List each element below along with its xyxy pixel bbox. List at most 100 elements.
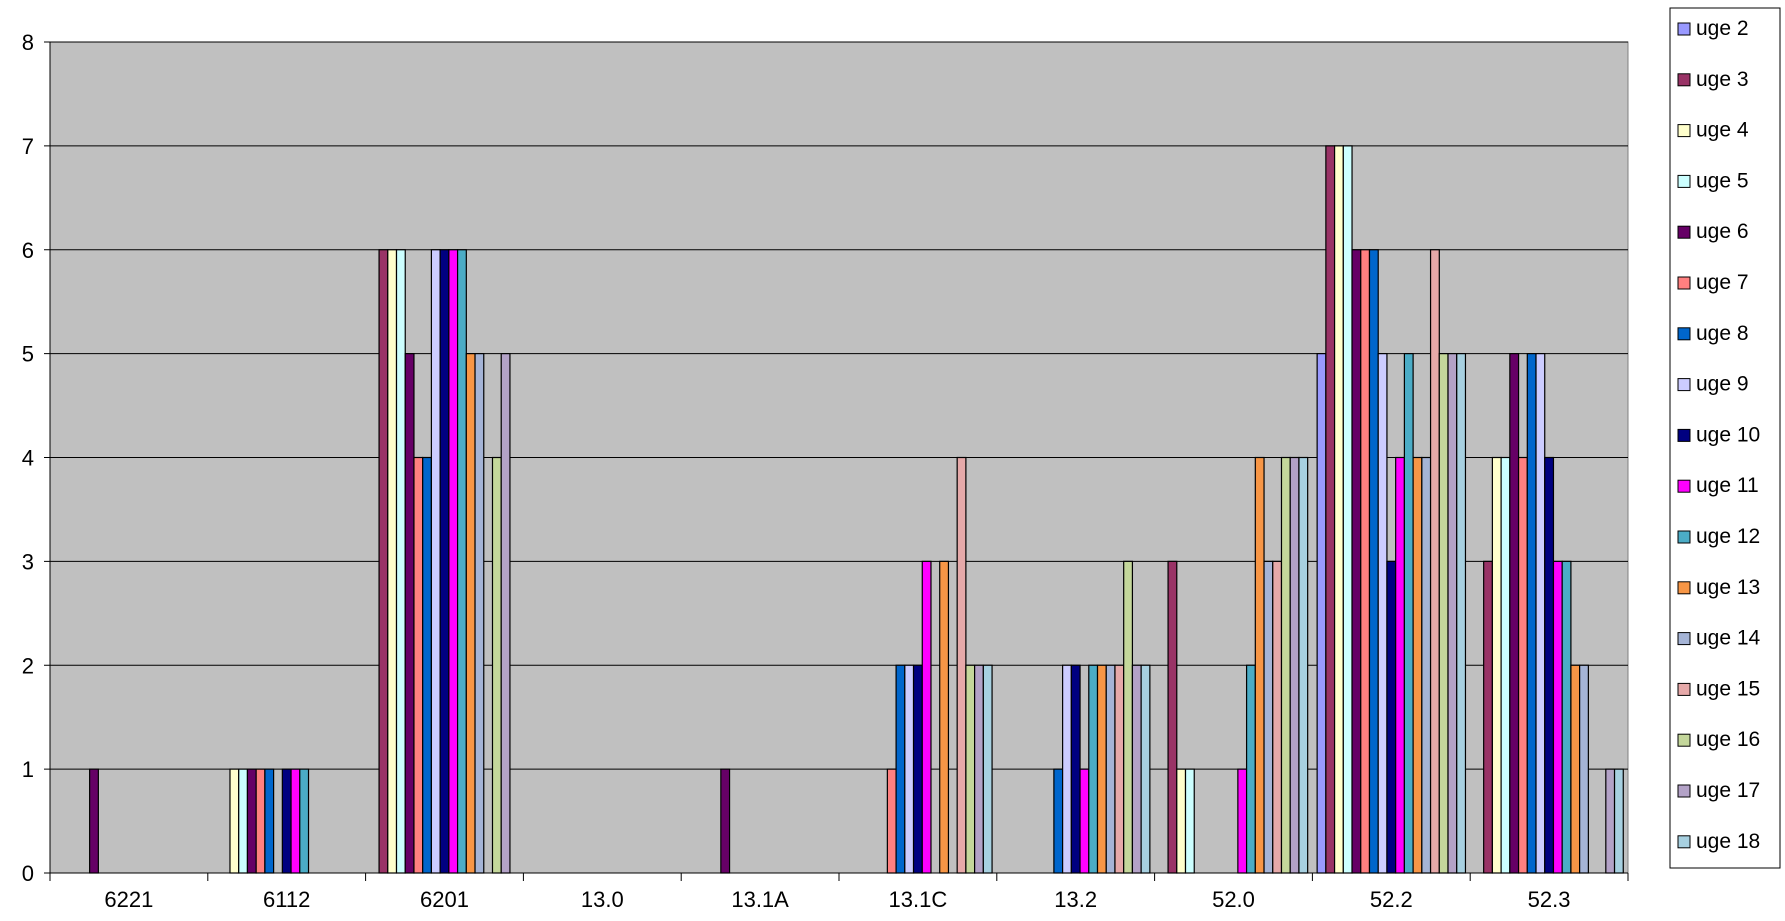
bar: [422, 456, 433, 874]
bar: [1062, 664, 1072, 874]
legend-swatch: [1677, 327, 1691, 341]
x-tick-label: 13.1C: [889, 887, 948, 912]
legend-swatch: [1677, 124, 1691, 138]
bar: [1289, 456, 1300, 874]
bar: [1535, 353, 1546, 874]
bar: [1360, 249, 1371, 874]
bar: [1544, 456, 1555, 874]
bar: [1114, 664, 1125, 874]
bar: [1368, 249, 1379, 874]
y-tick-label: 2: [22, 653, 34, 678]
bar: [500, 353, 511, 874]
y-tick-label: 4: [22, 446, 34, 471]
y-tick-labels: 0 1 2 3 4 5 6 7 8: [22, 30, 50, 886]
legend-label: uge 17: [1696, 779, 1760, 802]
legend-swatch: [1677, 428, 1691, 442]
legend-label: uge 3: [1696, 68, 1749, 91]
bar: [1395, 456, 1405, 874]
legend-swatch: [1677, 174, 1691, 188]
bar: [413, 456, 424, 874]
bar: [474, 353, 485, 874]
legend-label: uge 16: [1696, 728, 1760, 751]
bar: [1245, 664, 1256, 874]
bar: [1053, 768, 1064, 874]
bar: [1298, 456, 1309, 874]
legend-swatch: [1677, 378, 1691, 392]
x-tick-label: 13.1A: [731, 887, 789, 912]
bar: [1509, 353, 1520, 874]
x-tick-label: 52.3: [1528, 887, 1571, 912]
y-tick-label: 8: [22, 30, 34, 55]
x-tick-label: 13.0: [581, 887, 624, 912]
bar: [1167, 560, 1178, 874]
bar: [1184, 768, 1195, 874]
bar: [1123, 560, 1134, 874]
legend: uge 2 uge 3 uge 4 uge 5 uge 6 uge 7 uge 8 uge 9…: [1669, 7, 1781, 869]
bar: [1491, 456, 1502, 874]
bar: [290, 768, 301, 874]
bar: [395, 249, 406, 874]
y-tick-label: 6: [22, 238, 34, 263]
legend-swatch: [1677, 530, 1691, 544]
x-tick-label: 52.0: [1212, 887, 1255, 912]
bar: [238, 768, 249, 874]
bar: [1263, 560, 1274, 874]
bar: [439, 249, 450, 874]
legend-swatch: [1677, 733, 1691, 747]
x-tick-label: 6112: [263, 887, 310, 912]
bar: [1605, 768, 1616, 874]
bar: [1377, 353, 1388, 874]
legend-label: uge 5: [1696, 169, 1749, 192]
bar: [956, 456, 967, 874]
bar: [465, 353, 476, 874]
bar: [1079, 768, 1090, 874]
bar: [378, 249, 389, 874]
bar: [1105, 664, 1116, 874]
legend-label: uge 8: [1696, 322, 1749, 345]
bars: [89, 145, 1624, 874]
bar: [1280, 456, 1291, 874]
x-tick-label: 52.2: [1370, 887, 1413, 912]
bar: [1483, 560, 1493, 874]
bar: [1403, 353, 1414, 874]
y-tick-label: 1: [22, 757, 34, 782]
x-tick-label: 6201: [420, 887, 469, 912]
bar: [387, 249, 398, 874]
bar: [1570, 664, 1581, 874]
bar: [1070, 664, 1081, 874]
bar: [299, 768, 310, 874]
legend-swatch: [1677, 784, 1691, 798]
legend-label: uge 15: [1696, 677, 1760, 700]
legend-label: uge 11: [1696, 474, 1759, 497]
x-tick-labels: 6221 6112 6201 13.0 13.1A 13.1C 13.2 52.0 52.2 52…: [49, 873, 1629, 912]
bar: [1333, 145, 1344, 874]
bar: [1237, 768, 1248, 874]
y-tick-label: 0: [22, 861, 34, 886]
bar: [1351, 249, 1362, 874]
bar: [904, 664, 915, 874]
legend-label: uge 12: [1696, 525, 1760, 548]
x-tick-label: 6221: [104, 887, 153, 912]
bar: [1272, 560, 1283, 874]
bar: [264, 768, 275, 874]
y-tick-label: 3: [22, 549, 34, 574]
bar: [1096, 664, 1107, 874]
bar: [1140, 664, 1151, 874]
bar: [1579, 664, 1589, 874]
legend-label: uge 2: [1696, 17, 1749, 40]
bar: [1447, 353, 1458, 874]
legend-label: uge 18: [1696, 830, 1760, 853]
bar: [1254, 456, 1265, 874]
bar: [1342, 145, 1353, 874]
legend-label: uge 14: [1696, 627, 1761, 650]
bar: [246, 768, 257, 874]
bar: [1517, 456, 1528, 874]
bar: [982, 664, 993, 874]
bar: [886, 768, 897, 874]
bar: [939, 560, 950, 874]
bar: [720, 768, 731, 874]
bar: [1526, 353, 1537, 874]
legend-label: uge 6: [1696, 220, 1749, 243]
